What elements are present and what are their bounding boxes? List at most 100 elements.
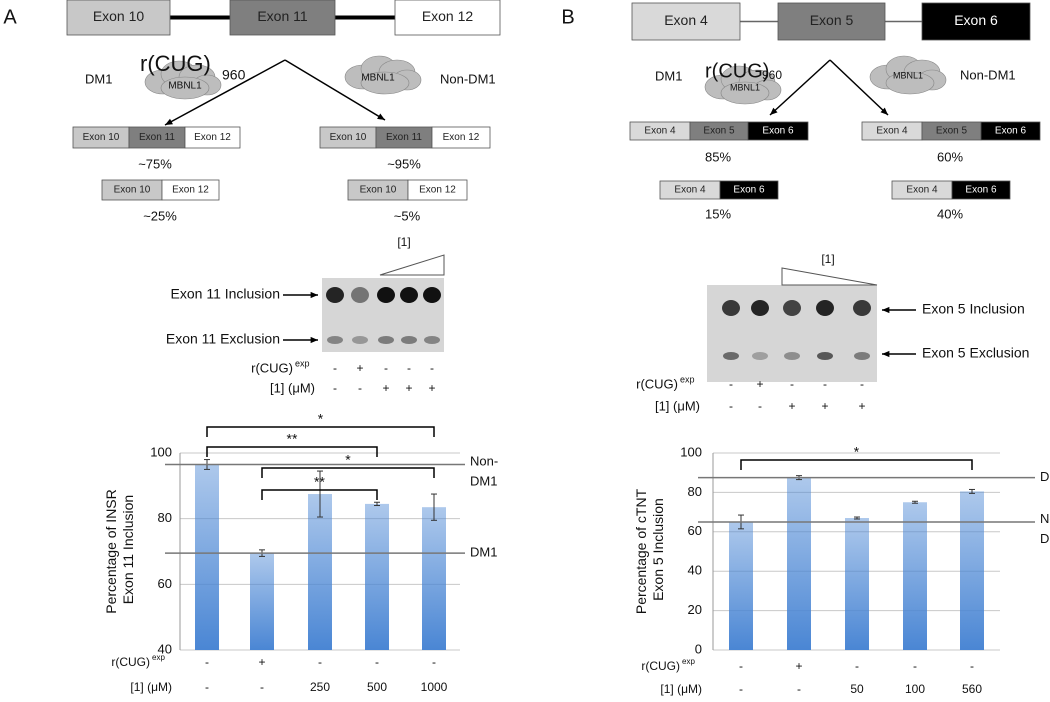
row-label: r(CUG) [251, 360, 293, 375]
bar [845, 518, 869, 650]
bar [787, 477, 811, 650]
lane-sign: - [758, 399, 762, 413]
row-cell: 1000 [421, 680, 448, 694]
reference-line-label: DM1 [1040, 469, 1050, 484]
y-tick-label: 100 [150, 444, 172, 459]
lane-sign: - [860, 377, 864, 391]
row-cell: 560 [962, 682, 982, 696]
y-tick-label: 60 [688, 523, 702, 538]
gel-band [816, 300, 834, 316]
gel-band [722, 300, 740, 316]
band-label: Exon 5 Inclusion [922, 301, 1025, 317]
row-cell: - [739, 682, 743, 696]
row-cell: + [795, 659, 802, 673]
error-bar [854, 516, 860, 520]
row-cell: 50 [850, 682, 864, 696]
isoform-exon-label: Exon 11 [139, 132, 175, 143]
gel-band [400, 287, 418, 303]
lane-sign: - [384, 361, 388, 375]
error-bar [912, 500, 918, 504]
cloud-shape [344, 55, 422, 95]
cug-label: r(CUG) [705, 60, 769, 82]
isoform-percent: ~5% [394, 208, 421, 223]
exon-label: Exon 12 [422, 8, 474, 24]
arrow-head [882, 350, 890, 358]
gel-band [378, 336, 394, 344]
isoform-exon [431, 126, 491, 149]
isoform-exon [719, 180, 779, 200]
significance-label: ** [287, 431, 298, 447]
lane-sign: + [382, 381, 389, 395]
arrow-line [284, 59, 386, 121]
dose-triangle [781, 267, 878, 286]
gel-image [707, 285, 877, 382]
exon-box [631, 2, 741, 41]
y-tick-label: 20 [688, 602, 702, 617]
error-bar [317, 470, 323, 518]
exon-label: Exon 10 [93, 8, 145, 24]
isoform-percent: 60% [937, 149, 963, 164]
isoform-exon-label: Exon 10 [83, 132, 120, 143]
gel-band [853, 300, 871, 316]
dose-triangle [379, 254, 445, 276]
row-label-sup: exp [680, 374, 695, 384]
row-cell: - [970, 659, 974, 673]
isoform-exon [184, 126, 241, 149]
exon-label: Exon 6 [954, 12, 998, 28]
cloud-shape [144, 60, 222, 100]
isoform-exon [747, 121, 809, 141]
error-bar [374, 501, 380, 507]
isoform-exon-label: Exon 11 [386, 132, 422, 143]
significance-label: * [345, 452, 351, 468]
exon-box [777, 2, 886, 41]
row-label: r(CUG) [641, 659, 680, 673]
gel-band [783, 300, 801, 316]
error-bar [969, 488, 975, 494]
arrow-head [377, 113, 385, 120]
significance-bracket [206, 446, 378, 457]
isoform-percent: 85% [705, 149, 731, 164]
cloud-lobe [160, 76, 210, 100]
isoform-exon [980, 121, 1041, 141]
row-cell: - [205, 680, 209, 694]
y-axis-title: Percentage of cTNT Exon 5 Inclusion [633, 488, 666, 614]
isoform-percent: ~25% [143, 208, 177, 223]
bar [365, 503, 389, 650]
gel-band [351, 287, 369, 303]
gel-band [817, 352, 833, 360]
isoform-percent: 40% [937, 206, 963, 221]
row-cell: 250 [310, 680, 330, 694]
exon-box [394, 0, 501, 36]
y-tick-label: 80 [158, 510, 172, 525]
isoform-exon-label: Exon 12 [419, 185, 456, 196]
bar [729, 521, 753, 650]
gel-band [751, 300, 769, 316]
y-tick-label: 100 [680, 444, 702, 459]
isoform-exon-label: Exon 6 [733, 185, 765, 196]
isoform-exon [161, 179, 220, 201]
arrow-head [882, 306, 890, 314]
gel-band [723, 352, 739, 360]
isoform-exon-label: Exon 4 [644, 126, 676, 137]
row-label: [1] (μM) [660, 682, 702, 696]
row-cell: 100 [905, 682, 925, 696]
arrow-line [769, 59, 831, 116]
row-label-sup: exp [152, 653, 165, 662]
arrow-head [770, 107, 778, 115]
reference-line-label: DM1 [470, 545, 497, 560]
arrow-line [829, 59, 889, 116]
mbnl-label: MBNL1 [730, 82, 760, 92]
isoform-exon-label: Exon 10 [114, 185, 151, 196]
lane-sign: - [823, 377, 827, 391]
gel-band [327, 336, 343, 344]
row-cell: - [375, 655, 379, 669]
cloud-lobe [360, 71, 410, 95]
lane-sign: - [407, 361, 411, 375]
significance-bracket [740, 459, 973, 470]
mbnl-label: MBNL1 [361, 73, 395, 84]
cug-label: r(CUG) [140, 51, 211, 76]
isoform-exon-label: Exon 6 [965, 185, 997, 196]
row-label: [1] (μM) [130, 680, 172, 694]
isoform-exon-label: Exon 12 [194, 132, 231, 143]
row-label: r(CUG) [111, 655, 150, 669]
